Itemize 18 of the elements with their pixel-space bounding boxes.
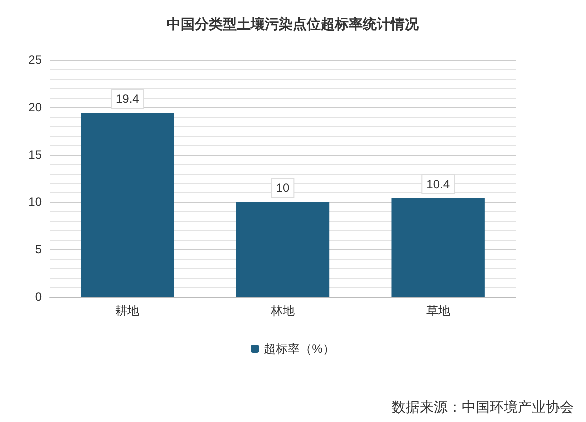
data-label: 10 bbox=[276, 181, 290, 196]
y-tick-label: 15 bbox=[28, 148, 42, 162]
bar bbox=[81, 113, 174, 297]
x-tick-label: 草地 bbox=[426, 304, 450, 318]
legend-label: 超标率（%） bbox=[264, 342, 335, 356]
source-note: 数据来源：中国环境产业协会 bbox=[392, 399, 574, 415]
bar bbox=[236, 202, 330, 297]
data-label: 19.4 bbox=[116, 92, 140, 106]
y-tick-label: 10 bbox=[28, 195, 42, 210]
x-tick-label: 林地 bbox=[270, 304, 295, 318]
y-tick-label: 0 bbox=[35, 290, 42, 304]
data-label: 10.4 bbox=[426, 177, 450, 192]
y-tick-label: 20 bbox=[28, 100, 42, 114]
chart-title: 中国分类型土壤污染点位超标率统计情况 bbox=[167, 16, 420, 32]
bar bbox=[392, 198, 485, 297]
x-tick-label: 耕地 bbox=[116, 304, 140, 318]
y-tick-label: 25 bbox=[28, 53, 42, 67]
y-tick-label: 5 bbox=[35, 242, 42, 257]
